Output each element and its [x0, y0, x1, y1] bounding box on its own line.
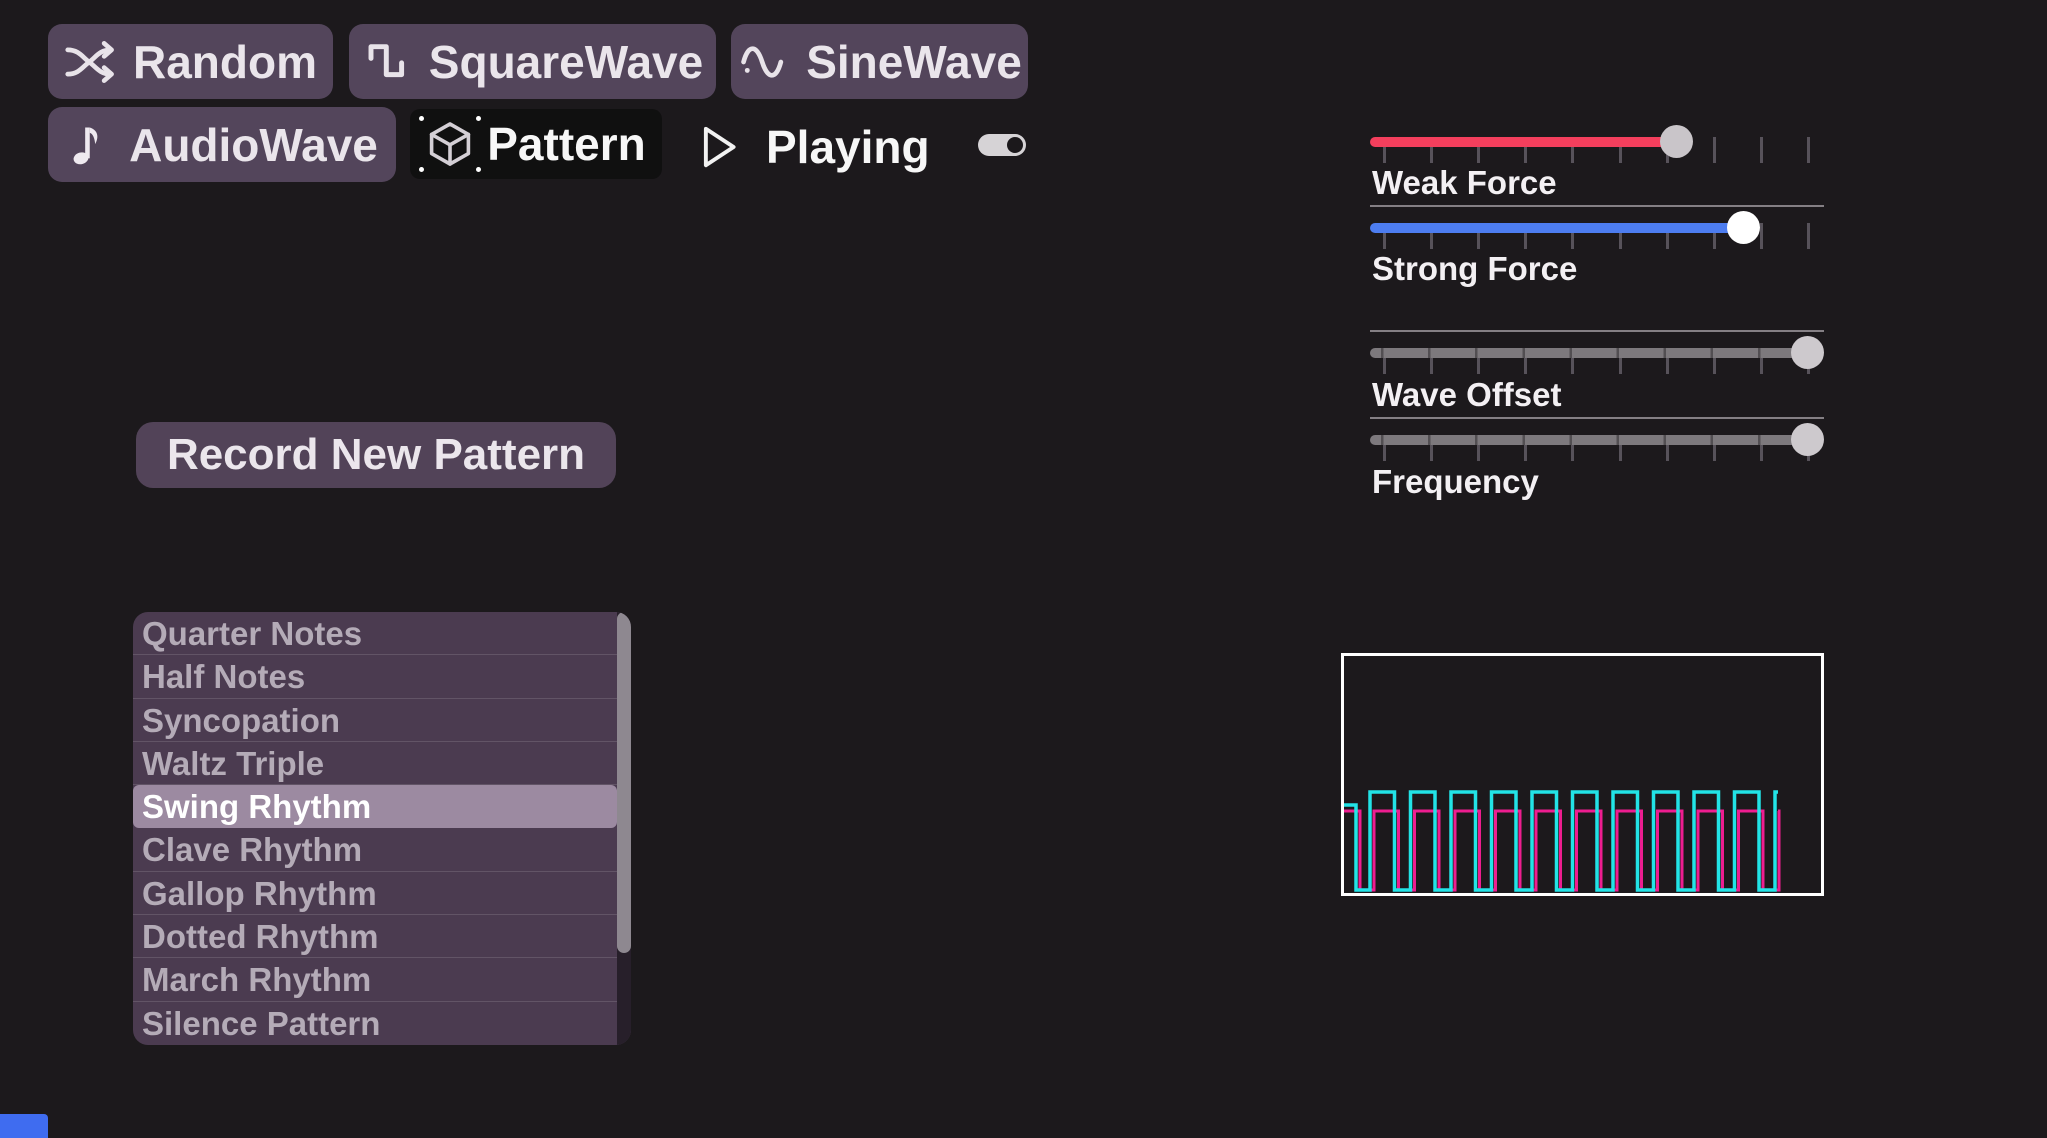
slider-tick	[1383, 223, 1386, 249]
list-item[interactable]: Dotted Rhythm	[133, 915, 617, 959]
slider-label: Wave Offset	[1372, 376, 1562, 413]
slider-tick	[1712, 435, 1716, 461]
audiowave-button[interactable]: AudioWave	[48, 107, 396, 182]
focus-dot-icon	[419, 167, 425, 172]
sine-wave-icon	[741, 45, 784, 78]
list-item[interactable]: Swing Rhythm	[133, 785, 617, 829]
slider-tick	[1477, 348, 1481, 374]
pattern-button-label: Pattern	[487, 118, 646, 170]
slider-track[interactable]	[1370, 137, 1676, 147]
slider-tick	[1430, 348, 1434, 374]
slider-knob[interactable]	[1727, 211, 1761, 244]
slider-tick	[1618, 137, 1622, 163]
shuffle-icon	[65, 40, 114, 83]
list-item[interactable]: Silence Pattern	[142, 1004, 381, 1042]
waveform-display	[1341, 653, 1824, 896]
slider-tick	[1524, 137, 1528, 163]
slider-tick	[1665, 435, 1669, 461]
pattern-button[interactable]: Pattern	[410, 109, 662, 179]
playing-label: Playing	[766, 120, 930, 173]
list-item[interactable]: Syncopation	[133, 699, 617, 742]
slider-track[interactable]	[1370, 435, 1817, 445]
separator	[1370, 205, 1824, 207]
slider-label: Frequency	[1372, 463, 1539, 500]
slider-tick	[1430, 137, 1434, 163]
playing-toggle-knob	[1007, 137, 1023, 153]
slider-tick	[1759, 435, 1763, 461]
music-note-icon	[73, 127, 98, 164]
focus-dot-icon	[476, 167, 482, 172]
squarewave-button[interactable]: SquareWave	[349, 24, 716, 99]
slider-tick	[1477, 137, 1481, 163]
slider-label: Weak Force	[1372, 164, 1557, 201]
slider-tick	[1665, 223, 1669, 249]
audiowave-button-label: AudioWave	[129, 118, 378, 171]
slider-tick	[1618, 348, 1622, 374]
sliders-panel: Weak Force Strong Force Wave Offset Frequen…	[1370, 0, 1825, 520]
list-item[interactable]: Quarter Notes	[133, 612, 617, 656]
play-icon	[703, 126, 736, 167]
slider-tick	[1571, 435, 1575, 461]
slider-tick	[1712, 348, 1716, 374]
strong-wave	[1344, 790, 1778, 892]
list-item[interactable]: Half Notes	[133, 655, 617, 699]
slider-tick	[1524, 223, 1528, 249]
cube-icon	[419, 116, 482, 172]
slider-tick	[1430, 435, 1434, 461]
random-button[interactable]: Random	[48, 24, 333, 99]
slider-tick	[1618, 435, 1622, 461]
slider-tick	[1712, 137, 1716, 163]
focus-dot-icon	[419, 116, 425, 121]
separator	[1370, 417, 1824, 419]
slider-tick	[1571, 137, 1575, 163]
pattern-list-rows: Quarter Notes Half Notes Syncopation Waltz …	[133, 612, 617, 1045]
slider-track[interactable]	[1370, 348, 1817, 358]
corner-accent	[0, 1114, 48, 1138]
sinewave-button[interactable]: SineWave	[731, 24, 1028, 99]
slider-tick	[1618, 223, 1622, 249]
slider-tick	[1430, 223, 1434, 249]
slider-tick	[1806, 223, 1810, 249]
list-item[interactable]: Gallop Rhythm	[133, 872, 617, 916]
list-item[interactable]: Clave Rhythm	[133, 828, 617, 872]
record-new-pattern-button[interactable]: Record New Pattern	[136, 422, 616, 488]
slider-tick	[1759, 348, 1763, 374]
waveform-canvas	[1344, 790, 1781, 892]
record-new-pattern-label: Record New Pattern	[166, 430, 586, 479]
slider-knob[interactable]	[1791, 336, 1825, 369]
squarewave-button-label: SquareWave	[428, 35, 704, 88]
slider-tick	[1712, 223, 1716, 249]
playing-control: Playing	[692, 109, 930, 184]
slider-tick	[1759, 223, 1763, 249]
playing-toggle[interactable]	[978, 134, 1026, 156]
sinewave-button-label: SineWave	[806, 35, 1022, 88]
slider-track[interactable]	[1370, 223, 1743, 233]
separator	[1370, 330, 1824, 332]
focus-dot-icon	[476, 116, 482, 121]
slider-tick	[1665, 348, 1669, 374]
slider-tick	[1759, 137, 1763, 163]
slider-label: Strong Force	[1372, 250, 1578, 287]
slider-knob[interactable]	[1791, 423, 1825, 456]
slider-tick	[1383, 137, 1386, 163]
list-item[interactable]: Waltz Triple	[133, 742, 617, 786]
slider-tick	[1477, 223, 1481, 249]
slider-tick	[1571, 223, 1575, 249]
slider-tick	[1806, 137, 1810, 163]
slider-tick	[1383, 348, 1386, 374]
slider-tick	[1383, 435, 1386, 461]
scrollbar-thumb[interactable]	[617, 612, 631, 953]
slider-tick	[1524, 348, 1528, 374]
square-wave-icon	[368, 43, 404, 77]
slider-tick	[1524, 435, 1528, 461]
pattern-list: Quarter Notes Half Notes Syncopation Waltz …	[133, 612, 631, 1045]
slider-knob[interactable]	[1660, 125, 1694, 158]
random-button-label: Random	[133, 35, 317, 88]
list-item[interactable]: March Rhythm	[133, 958, 617, 1002]
slider-tick	[1571, 348, 1575, 374]
slider-tick	[1477, 435, 1481, 461]
